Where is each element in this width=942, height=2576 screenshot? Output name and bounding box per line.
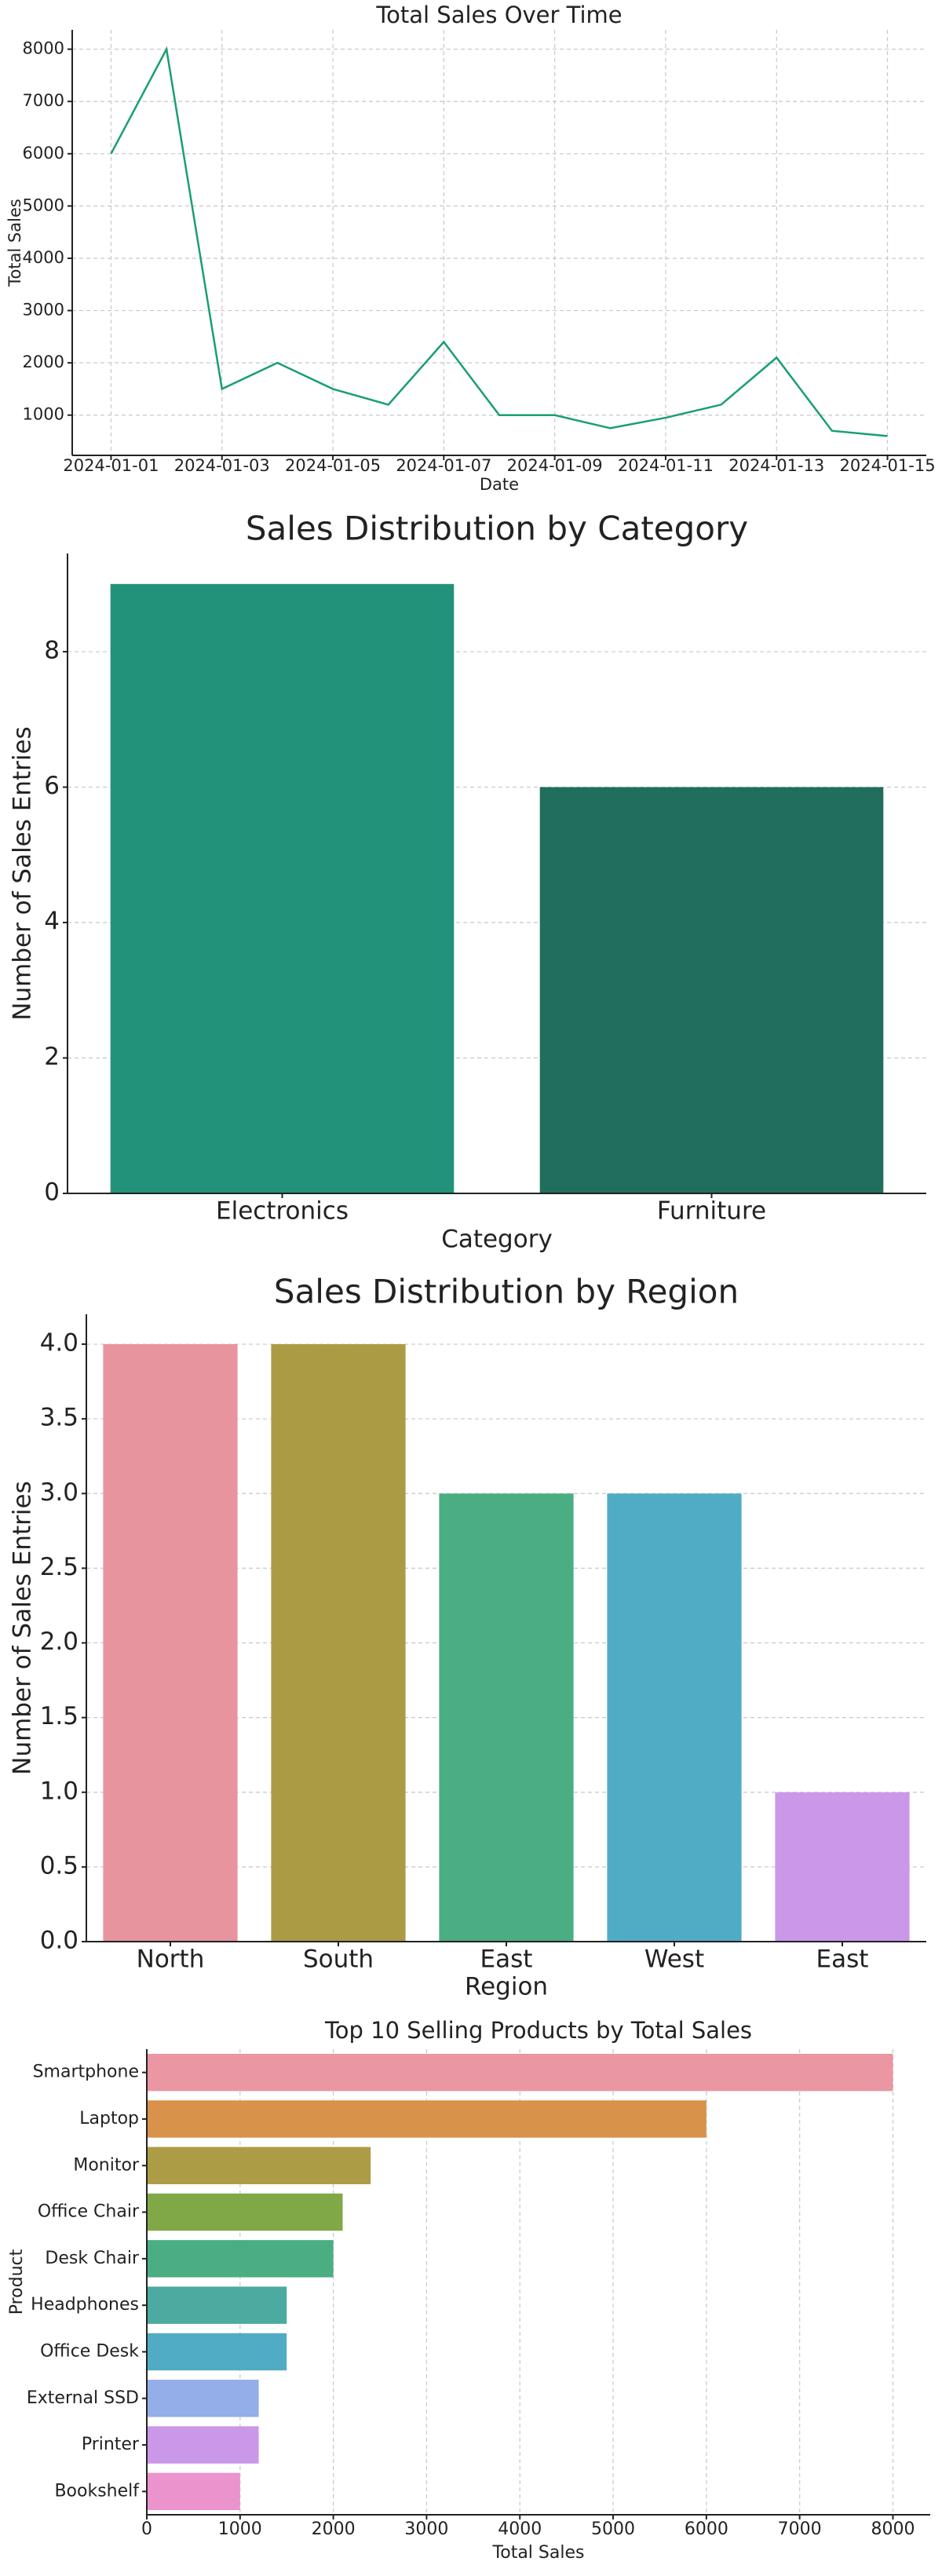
y-tick-label: Desk Chair: [45, 2249, 140, 2268]
bar: [147, 2147, 371, 2184]
bar: [439, 1493, 574, 1942]
x-tick-label: 1000: [218, 2519, 262, 2539]
bar: [539, 787, 884, 1193]
y-tick-label: 4: [44, 908, 60, 936]
bar: [147, 2193, 343, 2231]
x-tick-label: 8000: [871, 2519, 915, 2539]
x-tick-label: 2024-01-13: [728, 456, 824, 475]
y-tick-label: 2: [44, 1043, 60, 1071]
y-tick-label: 3000: [23, 301, 64, 320]
chart-title: Sales Distribution by Region: [274, 1273, 739, 1311]
y-tick-label: Office Desk: [40, 2341, 139, 2361]
y-tick-label: 7000: [23, 91, 64, 110]
y-tick-label: Office Chair: [38, 2202, 140, 2222]
bar: [147, 2472, 240, 2511]
chart-title: Total Sales Over Time: [375, 2, 622, 28]
y-axis-label: Product: [7, 2249, 27, 2315]
y-tick-label: 2.0: [40, 1628, 78, 1656]
y-axis-label: Number of Sales Entries: [9, 1481, 37, 1774]
bar: [103, 1344, 238, 1942]
x-tick-label: 3000: [404, 2519, 448, 2539]
x-tick-label: 2024-01-05: [285, 456, 381, 475]
y-tick-label: 2000: [23, 353, 64, 371]
bar: [147, 2053, 893, 2092]
x-tick-label: South: [303, 1946, 374, 1974]
y-tick-label: 4.0: [40, 1329, 78, 1357]
y-tick-label: Monitor: [73, 2155, 140, 2175]
x-axis-label: Category: [441, 1226, 553, 1254]
x-axis-label: Total Sales: [492, 2543, 585, 2563]
bar: [607, 1493, 742, 1942]
y-tick-label: 6: [44, 772, 60, 800]
y-tick-label: 0.5: [40, 1851, 78, 1880]
x-tick-label: North: [137, 1946, 205, 1974]
y-tick-label: External SSD: [27, 2388, 139, 2408]
x-tick-label: 2024-01-03: [174, 456, 270, 475]
bar: [147, 2240, 334, 2278]
x-tick-label: 0: [141, 2519, 152, 2539]
y-tick-label: Printer: [82, 2435, 140, 2454]
y-tick-label: 2.5: [40, 1553, 78, 1581]
y-tick-label: 3.5: [40, 1404, 78, 1432]
x-tick-label: 6000: [685, 2519, 728, 2539]
bar: [147, 2426, 259, 2464]
chart: Sales Distribution by Category Category Nu…: [9, 510, 926, 1254]
y-axis-label: Number of Sales Entries: [9, 726, 37, 1020]
y-tick-label: Headphones: [31, 2295, 139, 2315]
bar: [271, 1344, 406, 1942]
x-tick-label: 2024-01-11: [618, 456, 714, 475]
y-tick-label: 4000: [23, 248, 64, 267]
y-tick-label: 3.0: [40, 1478, 78, 1507]
bar: [147, 2380, 259, 2417]
y-tick-label: Bookshelf: [54, 2481, 140, 2501]
chart: Total Sales Over Time Date Total Sales 1000…: [5, 2, 936, 494]
chart: Sales Distribution by Region Region Number…: [9, 1273, 926, 2001]
x-tick-label: 2000: [312, 2519, 356, 2539]
x-tick-label: Electronics: [216, 1197, 349, 1226]
y-tick-label: 0: [44, 1178, 60, 1207]
chart-title: Sales Distribution by Category: [246, 510, 748, 548]
x-tick-label: 2024-01-15: [840, 456, 936, 475]
y-tick-label: Laptop: [79, 2109, 139, 2128]
x-tick-label: 5000: [591, 2519, 635, 2539]
y-tick-label: 1.5: [40, 1702, 78, 1730]
bar: [147, 2100, 706, 2138]
y-tick-label: 5000: [23, 195, 64, 214]
chart: Top 10 Selling Products by Total Sales To…: [7, 2017, 930, 2563]
bar: [775, 1792, 910, 1942]
x-tick-label: Furniture: [657, 1197, 766, 1226]
x-tick-label: 2024-01-09: [507, 456, 603, 475]
y-tick-label: 1000: [23, 405, 64, 424]
y-tick-label: Smartphone: [33, 2063, 139, 2082]
x-axis-label: Date: [480, 475, 519, 494]
x-tick-label: 7000: [778, 2519, 822, 2539]
bar: [147, 2333, 287, 2371]
y-tick-label: 0.0: [40, 1927, 78, 1955]
x-tick-label: West: [644, 1946, 704, 1974]
x-axis-label: Region: [465, 1973, 548, 2001]
bar: [147, 2286, 287, 2324]
line-series: [110, 46, 888, 437]
x-tick-label: East: [480, 1946, 533, 1974]
y-tick-label: 6000: [23, 144, 64, 163]
y-tick-label: 8000: [23, 39, 64, 58]
x-tick-label: 4000: [498, 2519, 542, 2539]
x-tick-label: East: [816, 1946, 869, 1974]
y-tick-label: 8: [44, 637, 60, 665]
x-tick-label: 2024-01-07: [396, 456, 491, 475]
y-axis-label: Total Sales: [5, 199, 24, 287]
bar: [110, 583, 455, 1193]
y-tick-label: 1.0: [40, 1777, 78, 1805]
chart-title: Top 10 Selling Products by Total Sales: [324, 2017, 752, 2044]
x-tick-label: 2024-01-01: [63, 456, 159, 475]
